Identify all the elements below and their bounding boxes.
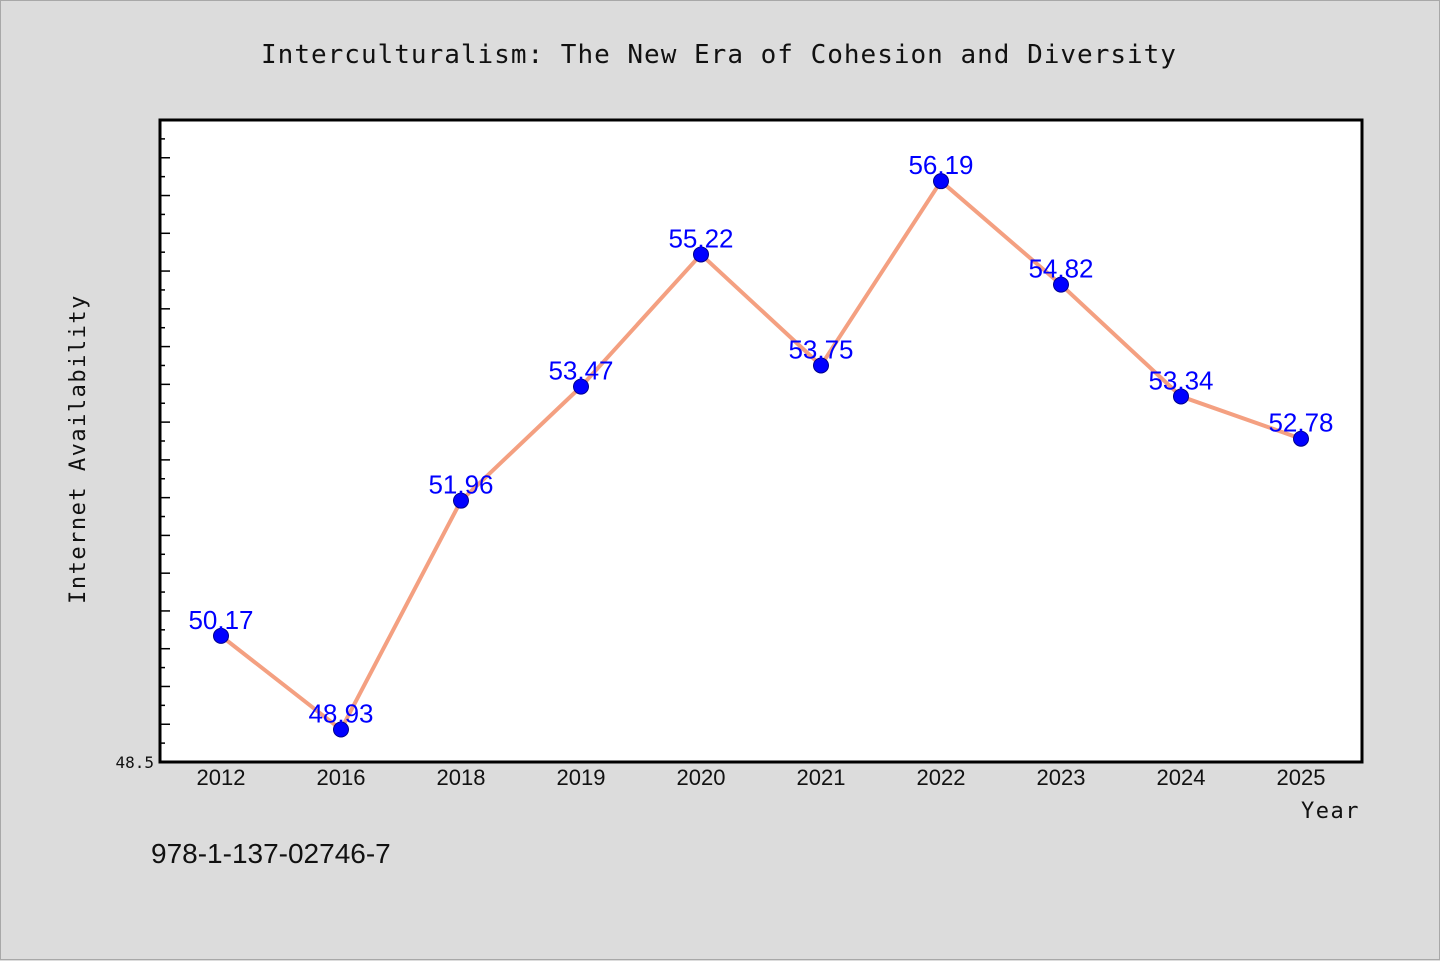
data-label: 56.19 xyxy=(908,150,973,180)
data-point xyxy=(573,378,589,395)
data-point xyxy=(1173,388,1189,405)
data-point xyxy=(1053,276,1069,293)
y-axis-ticks: 48.5 xyxy=(115,119,170,772)
x-tick-label: 2023 xyxy=(1037,765,1086,790)
x-tick-label: 2025 xyxy=(1277,765,1326,790)
data-point xyxy=(813,357,829,374)
x-axis-tick-labels: 2012 2016 2018 2019 2020 2021 2022 2023 2024 2025 xyxy=(197,765,1326,790)
data-label: 53.47 xyxy=(548,356,613,386)
data-point xyxy=(933,173,949,190)
data-label: 53.75 xyxy=(788,334,853,364)
data-point xyxy=(333,721,349,738)
y-axis-label: Internet Availability xyxy=(66,294,91,604)
data-label: 52.78 xyxy=(1268,408,1333,438)
x-tick-label: 2022 xyxy=(917,765,966,790)
data-point xyxy=(453,492,469,509)
y-tick-label: 48.5 xyxy=(115,753,154,772)
x-tick-label: 2020 xyxy=(677,765,726,790)
x-tick-label: 2019 xyxy=(557,765,606,790)
data-label: 50.17 xyxy=(188,605,253,635)
x-tick-label: 2024 xyxy=(1157,765,1206,790)
x-tick-label: 2021 xyxy=(797,765,846,790)
data-point xyxy=(213,627,229,644)
plot-area xyxy=(158,118,1364,764)
data-label: 54.82 xyxy=(1028,254,1093,284)
x-tick-label: 2012 xyxy=(197,765,246,790)
series-layer: 50.17 48.93 51.96 53.47 55.22 53.75 56.19 54.82… xyxy=(188,150,1334,738)
series-line xyxy=(219,179,1303,732)
x-tick-label: 2018 xyxy=(437,765,486,790)
x-axis-label: Year xyxy=(1301,799,1360,824)
isbn-footer: 978-1-137-02746-7 xyxy=(151,838,391,869)
data-label: 53.34 xyxy=(1148,365,1213,395)
chart-title: Interculturalism: The New Era of Cohesio… xyxy=(261,40,1177,70)
data-label: 55.22 xyxy=(668,223,733,253)
x-tick-label: 2016 xyxy=(317,765,366,790)
data-point xyxy=(1293,430,1309,447)
data-point xyxy=(693,246,709,263)
data-label: 51.96 xyxy=(428,470,493,500)
data-label: 48.93 xyxy=(308,699,373,729)
